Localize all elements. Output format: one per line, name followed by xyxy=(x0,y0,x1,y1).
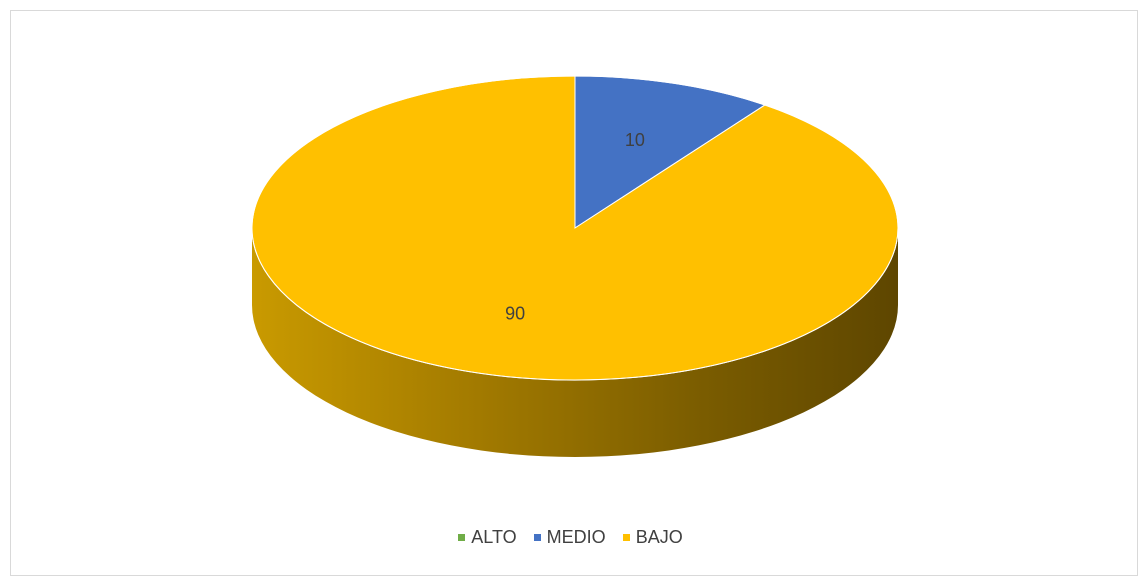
pie-side-wall xyxy=(252,228,898,457)
data-label-medio: 10 xyxy=(625,130,645,150)
chart-legend: ALTO MEDIO BAJO xyxy=(0,525,1141,548)
legend-item-bajo: BAJO xyxy=(622,527,683,548)
pie-top-rim xyxy=(251,75,899,381)
legend-swatch-alto xyxy=(458,534,466,541)
legend-item-medio: MEDIO xyxy=(533,527,606,548)
legend-label-medio: MEDIO xyxy=(546,527,606,547)
pie-slice-bajo xyxy=(251,75,899,381)
data-label-bajo: 90 xyxy=(505,303,525,323)
legend-item-alto: ALTO xyxy=(458,527,517,548)
legend-label-bajo: BAJO xyxy=(635,527,683,547)
legend-swatch-medio xyxy=(533,534,541,541)
legend-swatch-bajo xyxy=(622,534,630,541)
legend-label-alto: ALTO xyxy=(471,527,517,547)
